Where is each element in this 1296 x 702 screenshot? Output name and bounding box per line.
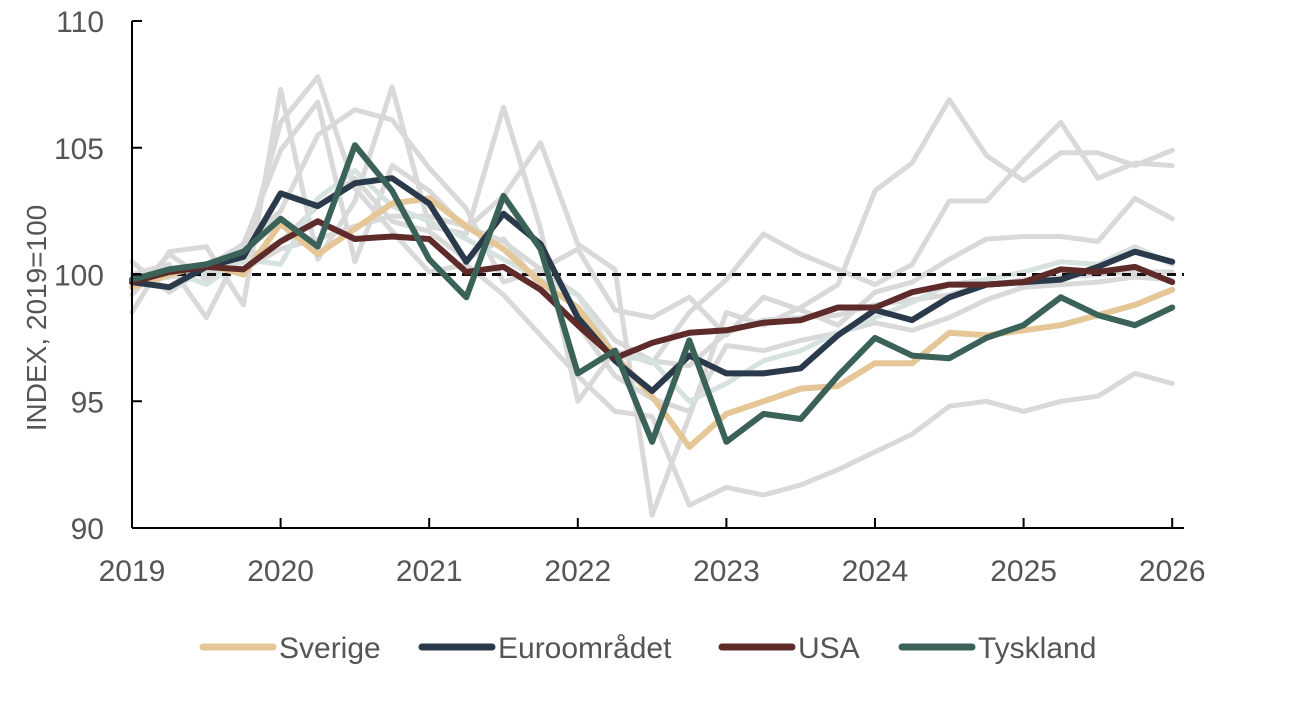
legend-label: Tyskland [978,632,1096,665]
legend: Sverige Euroområdet USA Tyskland [199,632,1096,665]
y-tick-label: 110 [56,6,104,39]
y-axis-title-group: INDEX, 2019=100 [21,205,52,432]
legend-item-usa: USA [718,632,860,665]
x-tick-label: 2024 [842,555,909,588]
y-tick-label: 90 [71,513,104,546]
x-tick-label: 2020 [247,555,314,588]
x-tick-label: 2022 [544,555,611,588]
background-series-line [129,74,1175,508]
y-tick-label: 95 [71,386,104,419]
legend-item-sverige: Sverige [199,632,381,665]
background-series-line [129,175,1175,414]
legend-label: Euroområdet [498,632,672,665]
background-series-line [129,97,1175,518]
x-tick-label: 2026 [1139,555,1206,588]
main-series-group [129,142,1176,450]
background-series-line [129,84,1175,404]
y-axis-title: INDEX, 2019=100 [21,205,52,432]
background-series-line [129,107,1175,338]
series-line-usa [129,218,1176,362]
series-line-tyskland [129,142,1176,445]
background-series-group [129,74,1175,518]
axes-group: 90 95 100 105 110 2019 2020 2021 2022 2023 2024 202… [54,6,1206,588]
legend-item-euroområdet: Euroområdet [418,632,672,665]
legend-label: Sverige [279,632,381,665]
y-tick-label: 100 [54,260,104,293]
x-tick-label: 2025 [990,555,1057,588]
background-series-line [129,168,1175,404]
x-tick-label: 2019 [99,555,166,588]
legend-item-tyskland: Tyskland [898,632,1096,665]
x-tick-label: 2023 [693,555,760,588]
legend-label: USA [798,632,860,665]
y-tick-label: 105 [54,133,104,166]
x-tick-label: 2021 [396,555,463,588]
